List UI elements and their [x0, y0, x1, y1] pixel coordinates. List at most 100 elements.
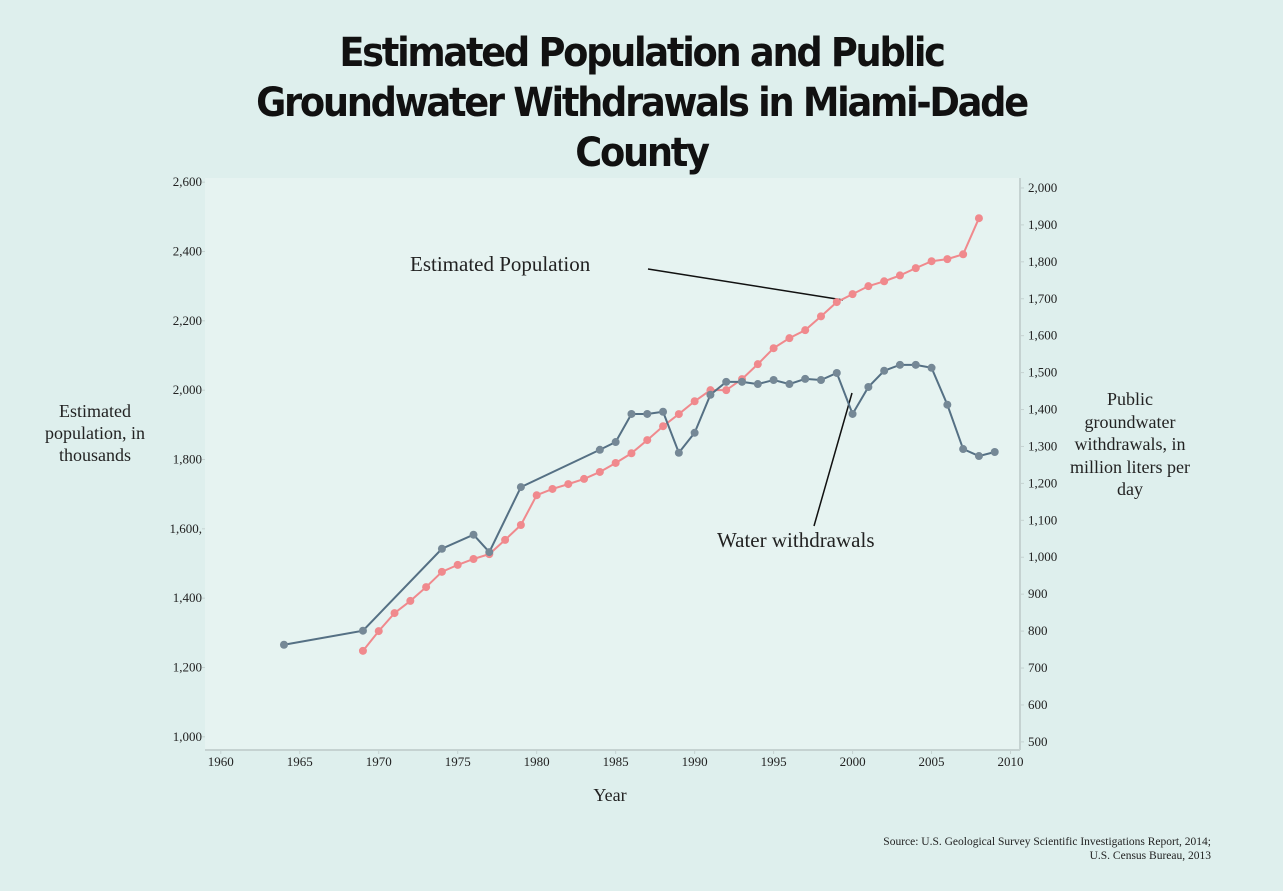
point — [674, 410, 683, 419]
point — [501, 535, 510, 544]
point — [358, 646, 367, 655]
point — [832, 368, 841, 377]
x-axis-label: Year — [593, 785, 626, 805]
point — [864, 282, 873, 291]
point — [279, 640, 288, 649]
point — [769, 375, 778, 384]
y-tick-label: 1,000 — [173, 729, 202, 744]
point — [864, 383, 873, 392]
point — [469, 530, 478, 539]
y-tick-label: 1,600, — [170, 521, 203, 536]
y2-tick-label: 500 — [1028, 734, 1048, 749]
annotation-line — [813, 392, 853, 527]
point — [659, 407, 668, 416]
point — [943, 400, 952, 409]
point — [659, 422, 668, 431]
point — [580, 474, 589, 483]
y2-tick-label: 1,100 — [1028, 512, 1057, 527]
y-tick-label: 2,400 — [173, 243, 202, 258]
point — [895, 271, 904, 280]
point — [516, 483, 525, 492]
x-tick-label: 1990 — [682, 754, 708, 769]
series-line — [362, 217, 980, 652]
point — [959, 445, 968, 454]
point — [895, 360, 904, 369]
point — [437, 544, 446, 553]
y2-tick-label: 1,700 — [1028, 291, 1057, 306]
x-tick-label: 2000 — [840, 754, 866, 769]
x-tick-label: 1995 — [761, 754, 787, 769]
point — [943, 255, 952, 264]
point — [753, 360, 762, 369]
point — [911, 360, 920, 369]
point — [801, 326, 810, 335]
point — [611, 438, 620, 447]
point — [722, 386, 731, 395]
point — [595, 467, 604, 476]
y2-tick-label: 2,000 — [1028, 180, 1057, 195]
point — [516, 521, 525, 530]
point — [816, 375, 825, 384]
point — [927, 363, 936, 372]
source: Source: U.S. Geological Survey Scientifi… — [883, 835, 1211, 863]
point — [595, 445, 604, 454]
point — [738, 377, 747, 386]
point — [453, 560, 462, 569]
point — [564, 480, 573, 489]
point — [643, 409, 652, 418]
x-tick-label: 1985 — [603, 754, 629, 769]
point — [722, 377, 731, 386]
y-tick-label: 2,000 — [173, 382, 202, 397]
y-tick-label: 1,800 — [173, 451, 202, 466]
x-tick-label: 1980 — [524, 754, 550, 769]
y2-tick-label: 1,500 — [1028, 365, 1057, 380]
point — [911, 264, 920, 273]
y2-tick-label: 1,200 — [1028, 475, 1057, 490]
point — [880, 277, 889, 286]
point — [706, 390, 715, 399]
point — [437, 567, 446, 576]
y2-tick-label: 1,600 — [1028, 328, 1057, 343]
point — [801, 374, 810, 383]
point — [627, 409, 636, 418]
y-axis-label: Estimated population, in thousands — [45, 401, 145, 465]
y2-tick-label: 1,800 — [1028, 254, 1057, 269]
x-tick-label: 1975 — [445, 754, 471, 769]
point — [548, 484, 557, 493]
point — [690, 428, 699, 437]
point — [469, 554, 478, 563]
point — [959, 250, 968, 259]
annotation: Estimated Population — [410, 252, 591, 276]
y-tick-label: 2,600 — [173, 174, 202, 189]
y-tick-label: 2,200 — [173, 313, 202, 328]
point — [406, 596, 415, 605]
point — [753, 380, 762, 389]
x-tick-label: 1965 — [287, 754, 313, 769]
point — [627, 449, 636, 458]
point — [974, 214, 983, 223]
x-tick-label: 2005 — [919, 754, 945, 769]
y2-tick-label: 700 — [1028, 660, 1048, 675]
y2-tick-label: 1,000 — [1028, 549, 1057, 564]
source-line: Source: U.S. Geological Survey Scientifi… — [883, 836, 1211, 848]
y2-tick-label: 900 — [1028, 586, 1048, 601]
point — [674, 448, 683, 457]
annotation-line — [647, 268, 844, 301]
point — [422, 583, 431, 592]
x-tick-label: 2010 — [998, 754, 1024, 769]
y-tick-label: 1,200 — [173, 659, 202, 674]
point — [374, 627, 383, 636]
y2-tick-label: 600 — [1028, 697, 1048, 712]
y-tick-label: 1,400 — [173, 590, 202, 605]
chart-title: Estimated Population and Public Groundwa… — [256, 30, 1029, 176]
point — [485, 548, 494, 557]
point — [690, 397, 699, 406]
point — [611, 458, 620, 467]
point — [990, 447, 999, 456]
source-line: U.S. Census Bureau, 2013 — [1089, 850, 1211, 862]
point — [643, 436, 652, 445]
point — [927, 257, 936, 266]
point — [358, 626, 367, 635]
point — [816, 312, 825, 321]
